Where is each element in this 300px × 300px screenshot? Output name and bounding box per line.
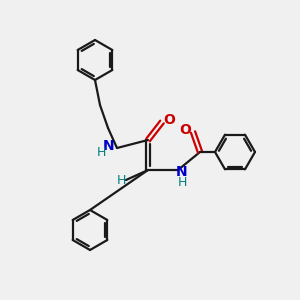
Text: O: O (163, 113, 175, 127)
Text: H: H (177, 176, 187, 188)
Text: H: H (96, 146, 106, 160)
Text: N: N (176, 165, 188, 179)
Text: N: N (103, 139, 115, 153)
Text: O: O (179, 123, 191, 137)
Text: H: H (116, 173, 126, 187)
